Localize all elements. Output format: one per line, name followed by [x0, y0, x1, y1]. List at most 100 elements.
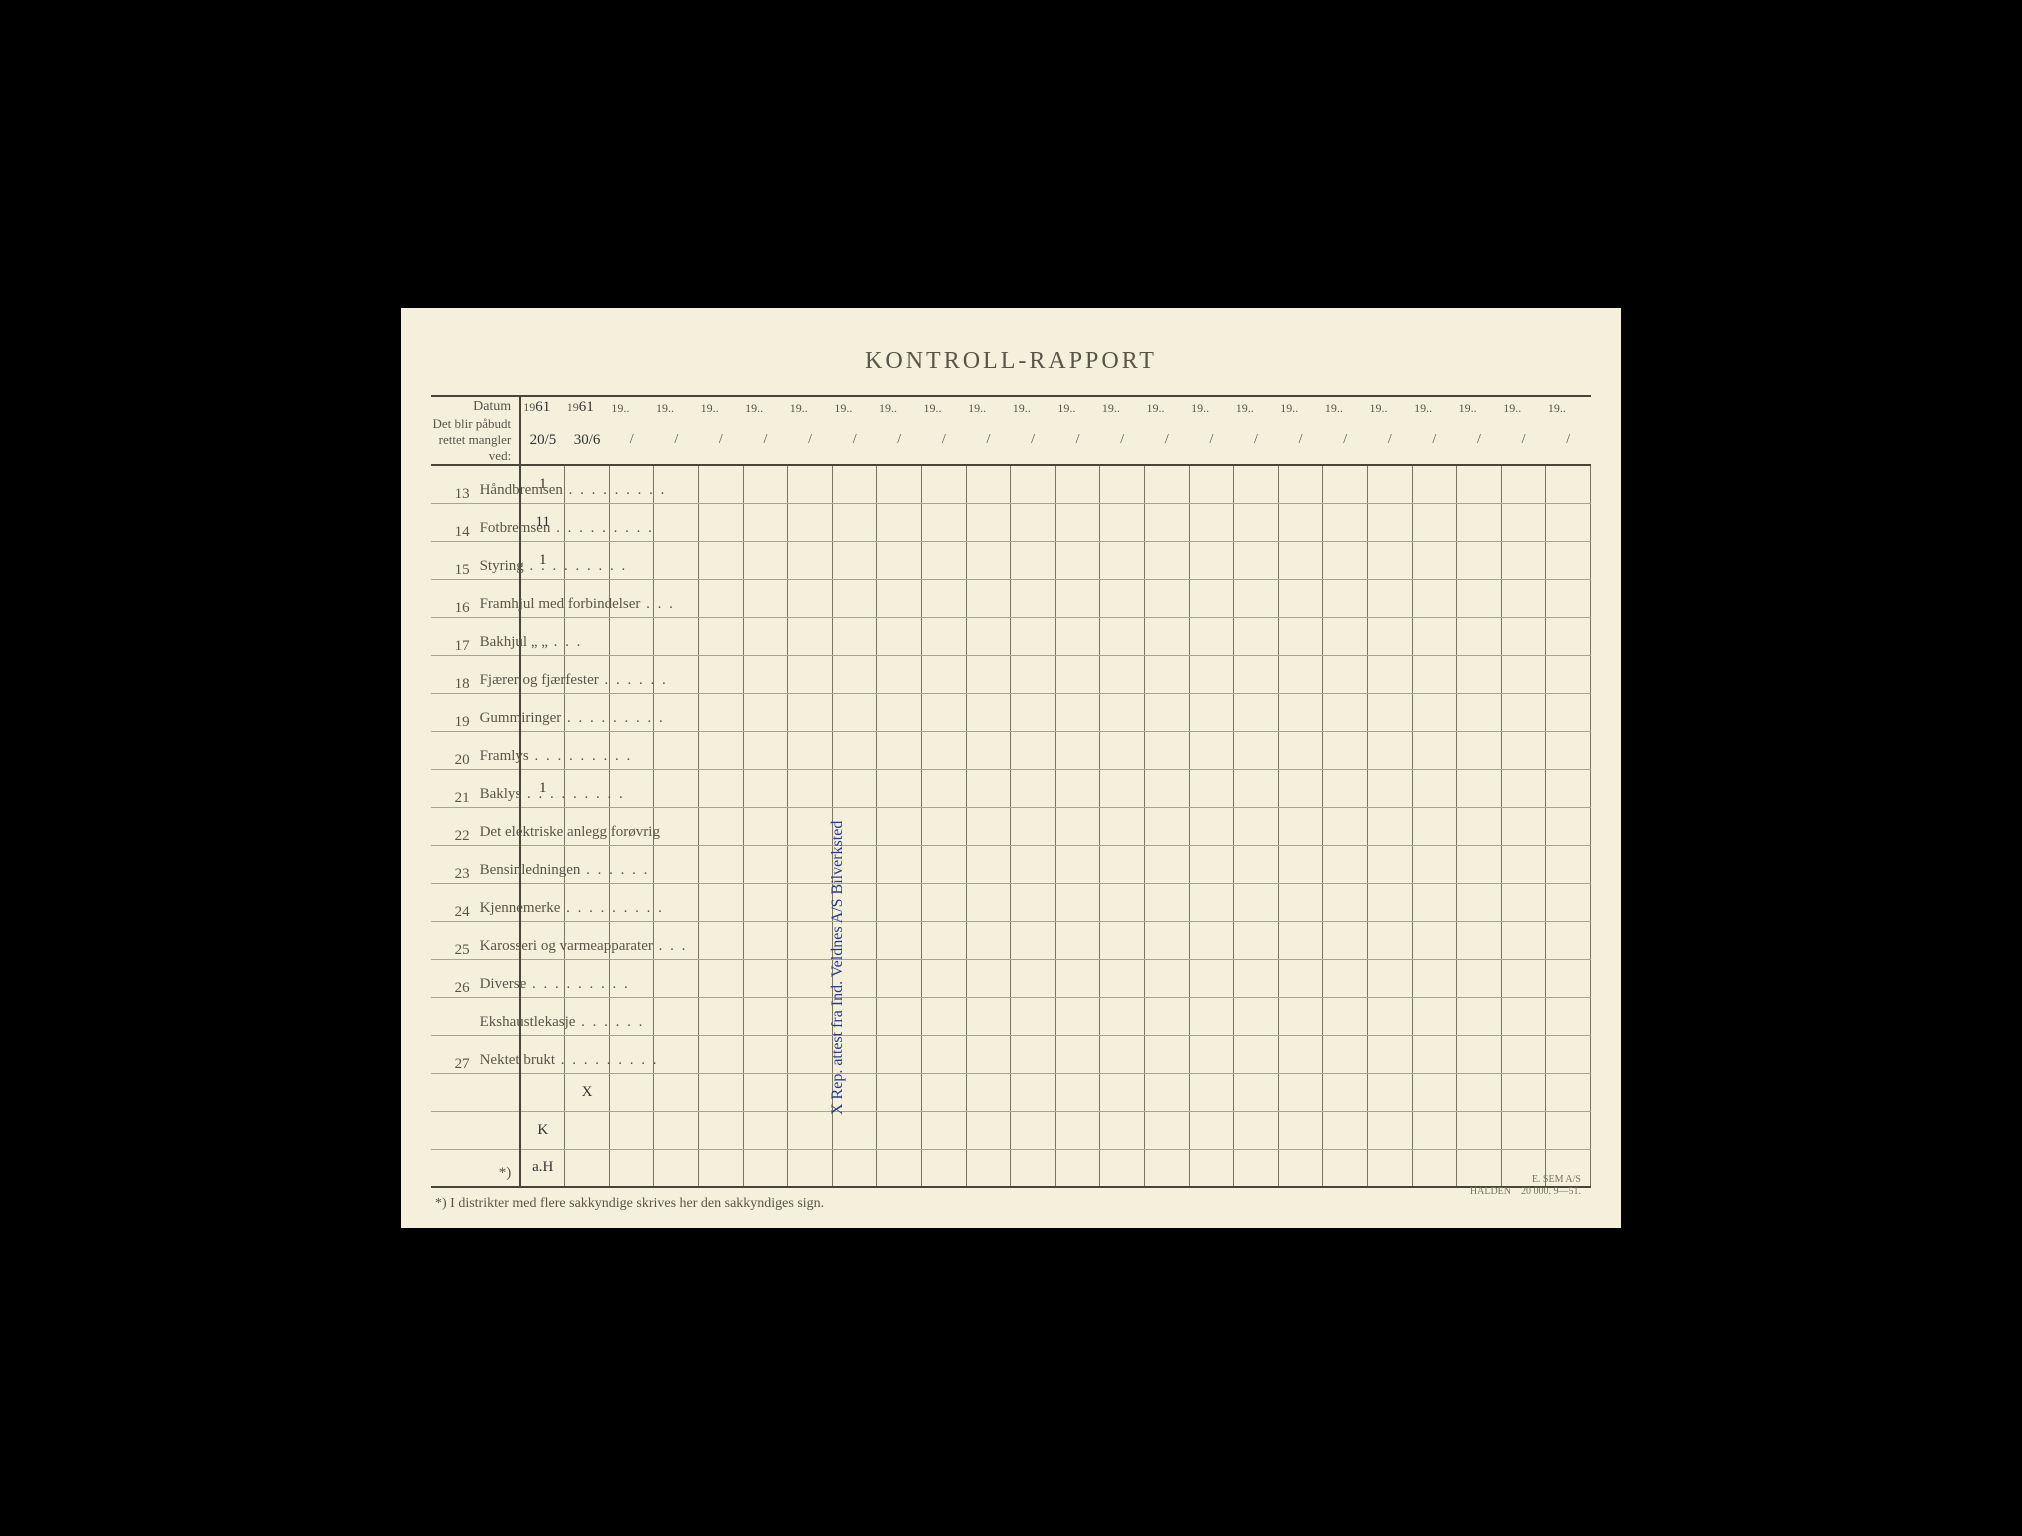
data-cell [1457, 655, 1502, 693]
date-cell: / [1501, 416, 1546, 465]
data-cell [1100, 731, 1145, 769]
data-cell [654, 579, 699, 617]
data-cell [1412, 1149, 1457, 1187]
data-cell [788, 1035, 833, 1073]
data-cell [1011, 921, 1056, 959]
print-info: E. SEM A/S HALDEN 20 000. 9—51. [1470, 1174, 1581, 1198]
data-cell [1501, 807, 1546, 845]
data-cell [1055, 655, 1100, 693]
data-cell [832, 1073, 877, 1111]
data-cell [1323, 769, 1368, 807]
data-cell [922, 883, 967, 921]
data-cell [1412, 617, 1457, 655]
data-cell [1011, 845, 1056, 883]
data-cell [1367, 959, 1412, 997]
data-cell [922, 465, 967, 503]
data-cell [520, 617, 565, 655]
date-cell: / [1011, 416, 1056, 465]
data-cell [699, 921, 744, 959]
data-cell [1323, 1073, 1368, 1111]
data-cell [877, 503, 922, 541]
data-cell [609, 769, 654, 807]
data-cell: 1 [520, 769, 565, 807]
data-cell [1055, 503, 1100, 541]
data-cell [654, 883, 699, 921]
data-cell [1189, 1111, 1234, 1149]
data-cell [609, 693, 654, 731]
data-cell [1100, 1035, 1145, 1073]
data-cell [520, 1073, 565, 1111]
data-cell [1189, 465, 1234, 503]
data-cell [654, 465, 699, 503]
data-cell [1501, 541, 1546, 579]
data-cell [1234, 807, 1279, 845]
data-cell [1234, 541, 1279, 579]
data-cell [832, 541, 877, 579]
printer-city: HALDEN [1470, 1186, 1511, 1197]
data-cell [922, 693, 967, 731]
year-cell: 19.. [1501, 396, 1546, 416]
data-cell [1234, 1111, 1279, 1149]
data-cell [966, 1111, 1011, 1149]
data-cell [1100, 845, 1145, 883]
row-number: 18 [431, 655, 476, 693]
data-cell [1546, 579, 1591, 617]
data-cell [922, 655, 967, 693]
data-cell [1412, 731, 1457, 769]
row-label: Baklys [476, 769, 521, 807]
row-label: Det elektriske anlegg forøvrig [476, 807, 521, 845]
data-cell [654, 997, 699, 1035]
data-cell [922, 1073, 967, 1111]
data-cell [966, 959, 1011, 997]
data-cell: 1 [520, 465, 565, 503]
data-cell [877, 845, 922, 883]
data-cell [699, 1073, 744, 1111]
data-cell [1457, 1111, 1502, 1149]
data-cell [1457, 503, 1502, 541]
data-cell [1546, 1035, 1591, 1073]
year-cell: 19.. [922, 396, 967, 416]
data-cell [1100, 1073, 1145, 1111]
data-cell [966, 883, 1011, 921]
date-cell: / [1145, 416, 1190, 465]
data-cell [788, 921, 833, 959]
data-cell [1457, 579, 1502, 617]
data-cell [743, 959, 788, 997]
data-cell [922, 959, 967, 997]
data-cell [609, 807, 654, 845]
data-cell [699, 1035, 744, 1073]
data-cell [1234, 617, 1279, 655]
data-cell [922, 845, 967, 883]
data-cell [1367, 1073, 1412, 1111]
data-cell [1145, 655, 1190, 693]
page-title: KONTROLL-RAPPORT [431, 348, 1591, 375]
data-cell [1011, 693, 1056, 731]
data-cell [832, 1111, 877, 1149]
data-cell [1457, 731, 1502, 769]
row-label: Styring [476, 541, 521, 579]
data-cell [1278, 541, 1323, 579]
data-cell [1234, 997, 1279, 1035]
row-label: Nektet brukt [476, 1035, 521, 1073]
data-cell [609, 845, 654, 883]
data-cell [877, 807, 922, 845]
data-cell [1011, 883, 1056, 921]
data-cell [1501, 769, 1546, 807]
data-cell [1546, 655, 1591, 693]
data-cell [832, 503, 877, 541]
data-cell [1055, 579, 1100, 617]
data-cell [1546, 883, 1591, 921]
data-cell [832, 1149, 877, 1187]
data-cell [1323, 807, 1368, 845]
data-cell [1501, 655, 1546, 693]
date-cell: / [1055, 416, 1100, 465]
data-cell [699, 807, 744, 845]
data-cell [743, 883, 788, 921]
data-cell [565, 883, 610, 921]
data-cell [1145, 921, 1190, 959]
data-cell [877, 655, 922, 693]
data-cell [609, 541, 654, 579]
data-cell [877, 1073, 922, 1111]
data-cell [966, 1149, 1011, 1187]
data-cell [1546, 503, 1591, 541]
